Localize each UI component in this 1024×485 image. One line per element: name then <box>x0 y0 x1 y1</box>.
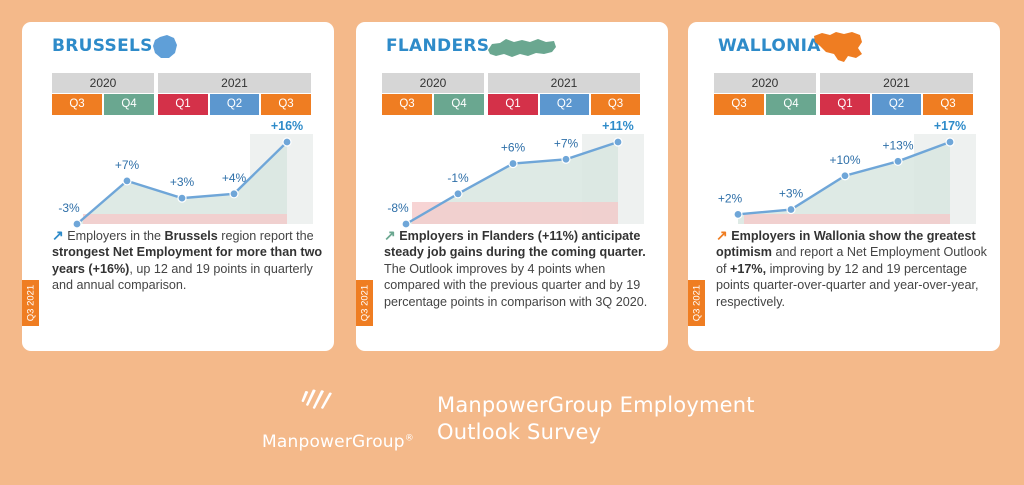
logo-wordmark: ManpowerGroup <box>262 432 405 452</box>
brussels-description: ↗ Employers in the Brussels region repor… <box>52 227 324 294</box>
data-label: +3% <box>779 187 804 201</box>
year-2020: 2020 <box>52 73 154 93</box>
quarter-q3-2020: Q3 <box>714 94 764 115</box>
flanders-description: ↗ Employers in Flanders (+11%) anticipat… <box>384 227 656 310</box>
data-label: +17% <box>934 119 966 133</box>
year-2021: 2021 <box>820 73 973 93</box>
wallonia-chart: +2% +3% +10% +13% +17% <box>718 119 976 224</box>
trend-arrow-icon: ↗ <box>52 227 64 243</box>
data-label: +7% <box>115 158 140 172</box>
data-point <box>282 137 292 147</box>
year-2020: 2020 <box>382 73 484 93</box>
desc-bold: Brussels <box>164 229 218 243</box>
quarter-q3-2021: Q3 <box>261 94 311 115</box>
region-card-wallonia: WALLONIA 2020 2021 Q3 Q4 Q1 Q2 Q3 +2% +3%… <box>688 22 1000 351</box>
trend-arrow-icon: ↗ <box>716 227 728 243</box>
registered-mark: ® <box>404 433 414 444</box>
brussels-chart: -3% +7% +3% +4% +16% <box>58 119 313 229</box>
data-point <box>613 137 623 147</box>
reference-band <box>412 202 618 224</box>
data-point <box>733 209 743 219</box>
data-label: +2% <box>718 191 743 205</box>
data-point <box>177 193 187 203</box>
quarter-q2-2021: Q2 <box>210 94 259 115</box>
quarter-q3-2021: Q3 <box>923 94 973 115</box>
desc-bold: Employers in Flanders (+11%) anticipate … <box>384 229 646 260</box>
year-2021: 2021 <box>158 73 311 93</box>
quarter-q4-2020: Q4 <box>766 94 816 115</box>
desc-text: region report the <box>217 229 314 243</box>
desc-bold: strongest Net Employment for more than t… <box>52 245 323 276</box>
data-point <box>401 219 411 229</box>
data-point <box>945 137 955 147</box>
region-title: WALLONIA <box>718 36 821 56</box>
data-point <box>229 189 239 199</box>
data-point <box>840 171 850 181</box>
region-title: BRUSSELS <box>52 36 153 56</box>
region-title: FLANDERS <box>386 36 490 56</box>
data-label: +11% <box>602 119 634 133</box>
quarter-tab-label: Q3 2021 <box>25 284 36 322</box>
data-label: +16% <box>271 119 303 133</box>
reference-band <box>744 214 950 224</box>
data-point <box>893 156 903 166</box>
area-fill <box>77 142 287 224</box>
quarter-q1-2021: Q1 <box>158 94 208 115</box>
quarter-q1-2021: Q1 <box>488 94 538 115</box>
desc-text: Employers in the <box>63 229 165 243</box>
quarter-q2-2021: Q2 <box>540 94 589 115</box>
quarter-tab: Q3 2021 <box>356 280 373 326</box>
survey-title-line2: Outlook Survey <box>437 420 602 444</box>
desc-text: improving by 12 and 19 percentage points… <box>716 261 979 309</box>
data-label: +4% <box>222 171 247 185</box>
region-card-flanders: FLANDERS 2020 2021 Q3 Q4 Q1 Q2 Q3 -8% -1%… <box>356 22 668 351</box>
data-label: -8% <box>387 201 409 215</box>
data-point <box>453 189 463 199</box>
wallonia-map-icon <box>814 32 862 62</box>
quarter-q4-2020: Q4 <box>104 94 154 115</box>
quarter-tab-label: Q3 2021 <box>359 284 370 322</box>
quarter-q3-2020: Q3 <box>382 94 432 115</box>
data-point <box>786 204 796 215</box>
data-point <box>561 154 571 164</box>
quarter-q3-2021: Q3 <box>591 94 640 115</box>
desc-text: , up 12 and 19 points in quarterly and a… <box>52 261 313 293</box>
data-point <box>72 219 82 229</box>
flanders-chart: -8% -1% +6% +7% +11% <box>387 119 644 229</box>
data-point <box>122 176 132 186</box>
data-label: +3% <box>170 175 195 189</box>
region-card-brussels: BRUSSELS 2020 2021 Q3 Q4 Q1 Q2 Q3 -3% +7%… <box>22 22 334 351</box>
survey-title: ManpowerGroup Employment Outlook Survey <box>437 392 755 446</box>
data-label: +7% <box>554 136 579 150</box>
desc-text: The Outlook improves by 4 points when co… <box>384 261 648 309</box>
quarter-tab: Q3 2021 <box>688 280 705 326</box>
brussels-map-icon <box>153 35 177 58</box>
data-label: -3% <box>58 201 80 215</box>
desc-bold: Employers in Wallonia show the greatest … <box>716 229 976 260</box>
manpowergroup-logo-icon <box>301 389 332 409</box>
desc-text: and report a Net Employment Outlook of <box>716 245 987 276</box>
wallonia-description: ↗ Employers in Wallonia show the greates… <box>716 227 988 310</box>
data-point <box>508 158 518 169</box>
survey-title-line1: ManpowerGroup Employment <box>437 393 755 417</box>
desc-bold: +17%, <box>730 261 767 276</box>
quarter-tab: Q3 2021 <box>22 280 39 326</box>
quarter-q2-2021: Q2 <box>872 94 921 115</box>
data-label: +6% <box>501 141 526 155</box>
flanders-map-icon <box>488 39 556 57</box>
data-label: -1% <box>447 171 469 185</box>
reference-band <box>83 214 287 224</box>
manpowergroup-logo-text: ManpowerGroup® <box>262 432 414 452</box>
quarter-tab-label: Q3 2021 <box>691 284 702 322</box>
quarter-q3-2020: Q3 <box>52 94 102 115</box>
year-2021: 2021 <box>488 73 640 93</box>
trend-arrow-icon: ↗ <box>384 227 396 243</box>
quarter-q4-2020: Q4 <box>434 94 484 115</box>
quarter-q1-2021: Q1 <box>820 94 870 115</box>
year-2020: 2020 <box>714 73 816 93</box>
data-label: +10% <box>829 153 860 167</box>
data-label: +13% <box>882 138 913 152</box>
